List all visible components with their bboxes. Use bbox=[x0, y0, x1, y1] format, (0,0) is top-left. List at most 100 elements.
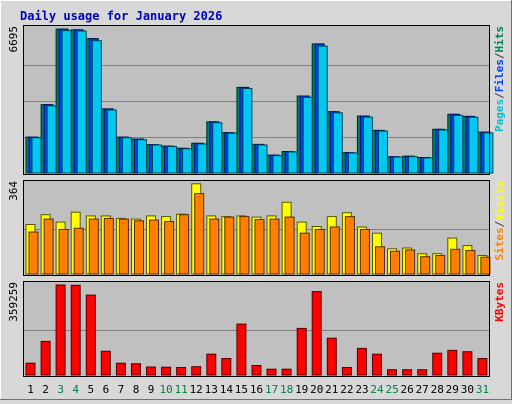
legend-entry: / bbox=[493, 52, 506, 59]
legend-entry: Files bbox=[493, 59, 506, 92]
bar-pages-day-18 bbox=[287, 151, 298, 174]
bar-sites-day-31 bbox=[480, 256, 491, 275]
bar-pages-day-2 bbox=[46, 105, 57, 174]
bar-kbytes-day-12 bbox=[191, 366, 202, 376]
bar-kbytes-day-26 bbox=[402, 369, 413, 376]
plot-border bbox=[23, 25, 490, 175]
bar-kbytes-day-13 bbox=[206, 353, 217, 376]
bar-sites-day-21 bbox=[329, 226, 340, 275]
bar-pages-day-25 bbox=[393, 156, 403, 174]
bar-sites-day-14 bbox=[224, 216, 235, 275]
bar-kbytes-day-16 bbox=[251, 365, 262, 376]
bar-sites-day-27 bbox=[420, 256, 431, 275]
bar-kbytes-day-24 bbox=[372, 353, 382, 376]
bar-kbytes-day-18 bbox=[281, 368, 292, 376]
bar-pages-day-24 bbox=[378, 130, 388, 174]
legend-entry: KBytes bbox=[493, 282, 506, 322]
y-max-label: 6695 bbox=[7, 26, 20, 53]
x-tick-label: 4 bbox=[72, 383, 79, 396]
bar-pages-day-9 bbox=[152, 144, 162, 174]
x-tick-label: 8 bbox=[133, 383, 140, 396]
bar-sites-day-10 bbox=[164, 221, 175, 275]
bar-sites-day-29 bbox=[450, 248, 461, 275]
legend-kbytes: KBytes bbox=[493, 282, 506, 322]
bar-pages-day-16 bbox=[257, 144, 268, 174]
bar-sites-day-8 bbox=[134, 220, 144, 275]
bar-kbytes-day-14 bbox=[221, 358, 232, 376]
bar-kbytes-day-28 bbox=[432, 352, 443, 376]
bar-sites-day-2 bbox=[43, 218, 54, 275]
bar-sites-day-12 bbox=[194, 193, 205, 275]
panel-visits: 364 Sites/Visits bbox=[7, 180, 506, 276]
bar-pages-day-10 bbox=[167, 146, 178, 174]
bar-sites-day-30 bbox=[465, 250, 476, 275]
bar-kbytes-day-1 bbox=[25, 362, 36, 376]
x-tick-label: 11 bbox=[175, 383, 188, 396]
bar-kbytes-day-30 bbox=[462, 351, 473, 376]
bar-pages-day-6 bbox=[106, 109, 117, 174]
bar-pages-day-11 bbox=[182, 148, 193, 174]
x-tick-label: 20 bbox=[310, 383, 323, 396]
bar-pages-day-21 bbox=[332, 112, 343, 174]
bar-pages-day-29 bbox=[453, 114, 464, 174]
bar-pages-day-15 bbox=[242, 88, 253, 174]
bar-sites-day-13 bbox=[209, 218, 220, 275]
bar-sites-day-20 bbox=[314, 229, 325, 275]
bar-sites-day-28 bbox=[435, 255, 446, 275]
x-tick-label: 16 bbox=[250, 383, 263, 396]
bar-sites-day-15 bbox=[239, 216, 250, 275]
bar-pages-day-5 bbox=[91, 40, 102, 174]
bar-sites-day-9 bbox=[149, 219, 159, 275]
legend-entry: Sites bbox=[493, 227, 506, 260]
bar-pages-day-28 bbox=[438, 129, 449, 174]
y-max-label: 359259 bbox=[7, 282, 20, 322]
legend-visits: Sites/Visits bbox=[493, 181, 506, 261]
legend-entry: / bbox=[493, 220, 506, 227]
bar-pages-day-17 bbox=[272, 155, 283, 174]
x-tick-label: 19 bbox=[295, 383, 308, 396]
y-max-label: 364 bbox=[7, 181, 20, 201]
x-tick-label: 6 bbox=[103, 383, 110, 396]
bar-kbytes-day-20 bbox=[311, 291, 322, 376]
bar-sites-day-23 bbox=[359, 229, 370, 275]
x-tick-label: 27 bbox=[416, 383, 429, 396]
bar-kbytes-day-7 bbox=[115, 362, 126, 376]
plot-border bbox=[23, 281, 490, 377]
legend-entry: / bbox=[493, 92, 506, 99]
x-tick-label: 17 bbox=[265, 383, 278, 396]
bar-kbytes-day-2 bbox=[40, 340, 51, 376]
bar-sites-day-4 bbox=[73, 227, 84, 275]
bar-kbytes-day-25 bbox=[387, 369, 397, 376]
chart-title: Daily usage for January 2026 bbox=[20, 9, 222, 23]
bar-sites-day-5 bbox=[88, 218, 99, 275]
bar-kbytes-day-4 bbox=[70, 284, 81, 376]
bar-sites-day-26 bbox=[405, 249, 416, 275]
legend-entry: Visits bbox=[493, 181, 506, 221]
bar-pages-day-27 bbox=[423, 157, 434, 174]
panel-hits: 6695 Pages/Files/Hits bbox=[7, 25, 506, 175]
panel-kbytes: 359259 KBytes bbox=[7, 281, 506, 377]
bar-pages-day-19 bbox=[302, 96, 313, 174]
bar-sites-day-1 bbox=[28, 231, 39, 275]
x-tick-label: 28 bbox=[431, 383, 444, 396]
x-tick-labels: 1 2 3 4 5 6 7 8 9 10 11 12 13 14 15 16 17 18 19 20 21 22 23 24 2… bbox=[27, 383, 489, 396]
x-tick-label: 12 bbox=[190, 383, 203, 396]
bar-kbytes-day-19 bbox=[296, 327, 307, 376]
bar-pages-day-1 bbox=[31, 137, 42, 174]
bar-kbytes-day-3 bbox=[55, 284, 66, 376]
x-tick-label: 18 bbox=[280, 383, 293, 396]
bar-pages-day-26 bbox=[408, 156, 419, 174]
legend-hits: Pages/Files/Hits bbox=[493, 26, 506, 132]
bar-kbytes-day-31 bbox=[477, 358, 488, 376]
bar-sites-day-19 bbox=[299, 232, 310, 275]
x-tick-label: 29 bbox=[446, 383, 459, 396]
bar-kbytes-day-8 bbox=[131, 363, 141, 376]
bar-kbytes-day-5 bbox=[85, 294, 96, 376]
bar-kbytes-day-23 bbox=[356, 347, 367, 376]
x-tick-label: 10 bbox=[159, 383, 172, 396]
x-tick-label: 7 bbox=[118, 383, 125, 396]
bar-kbytes-day-15 bbox=[236, 323, 247, 376]
legend-entry: Pages bbox=[493, 99, 506, 132]
